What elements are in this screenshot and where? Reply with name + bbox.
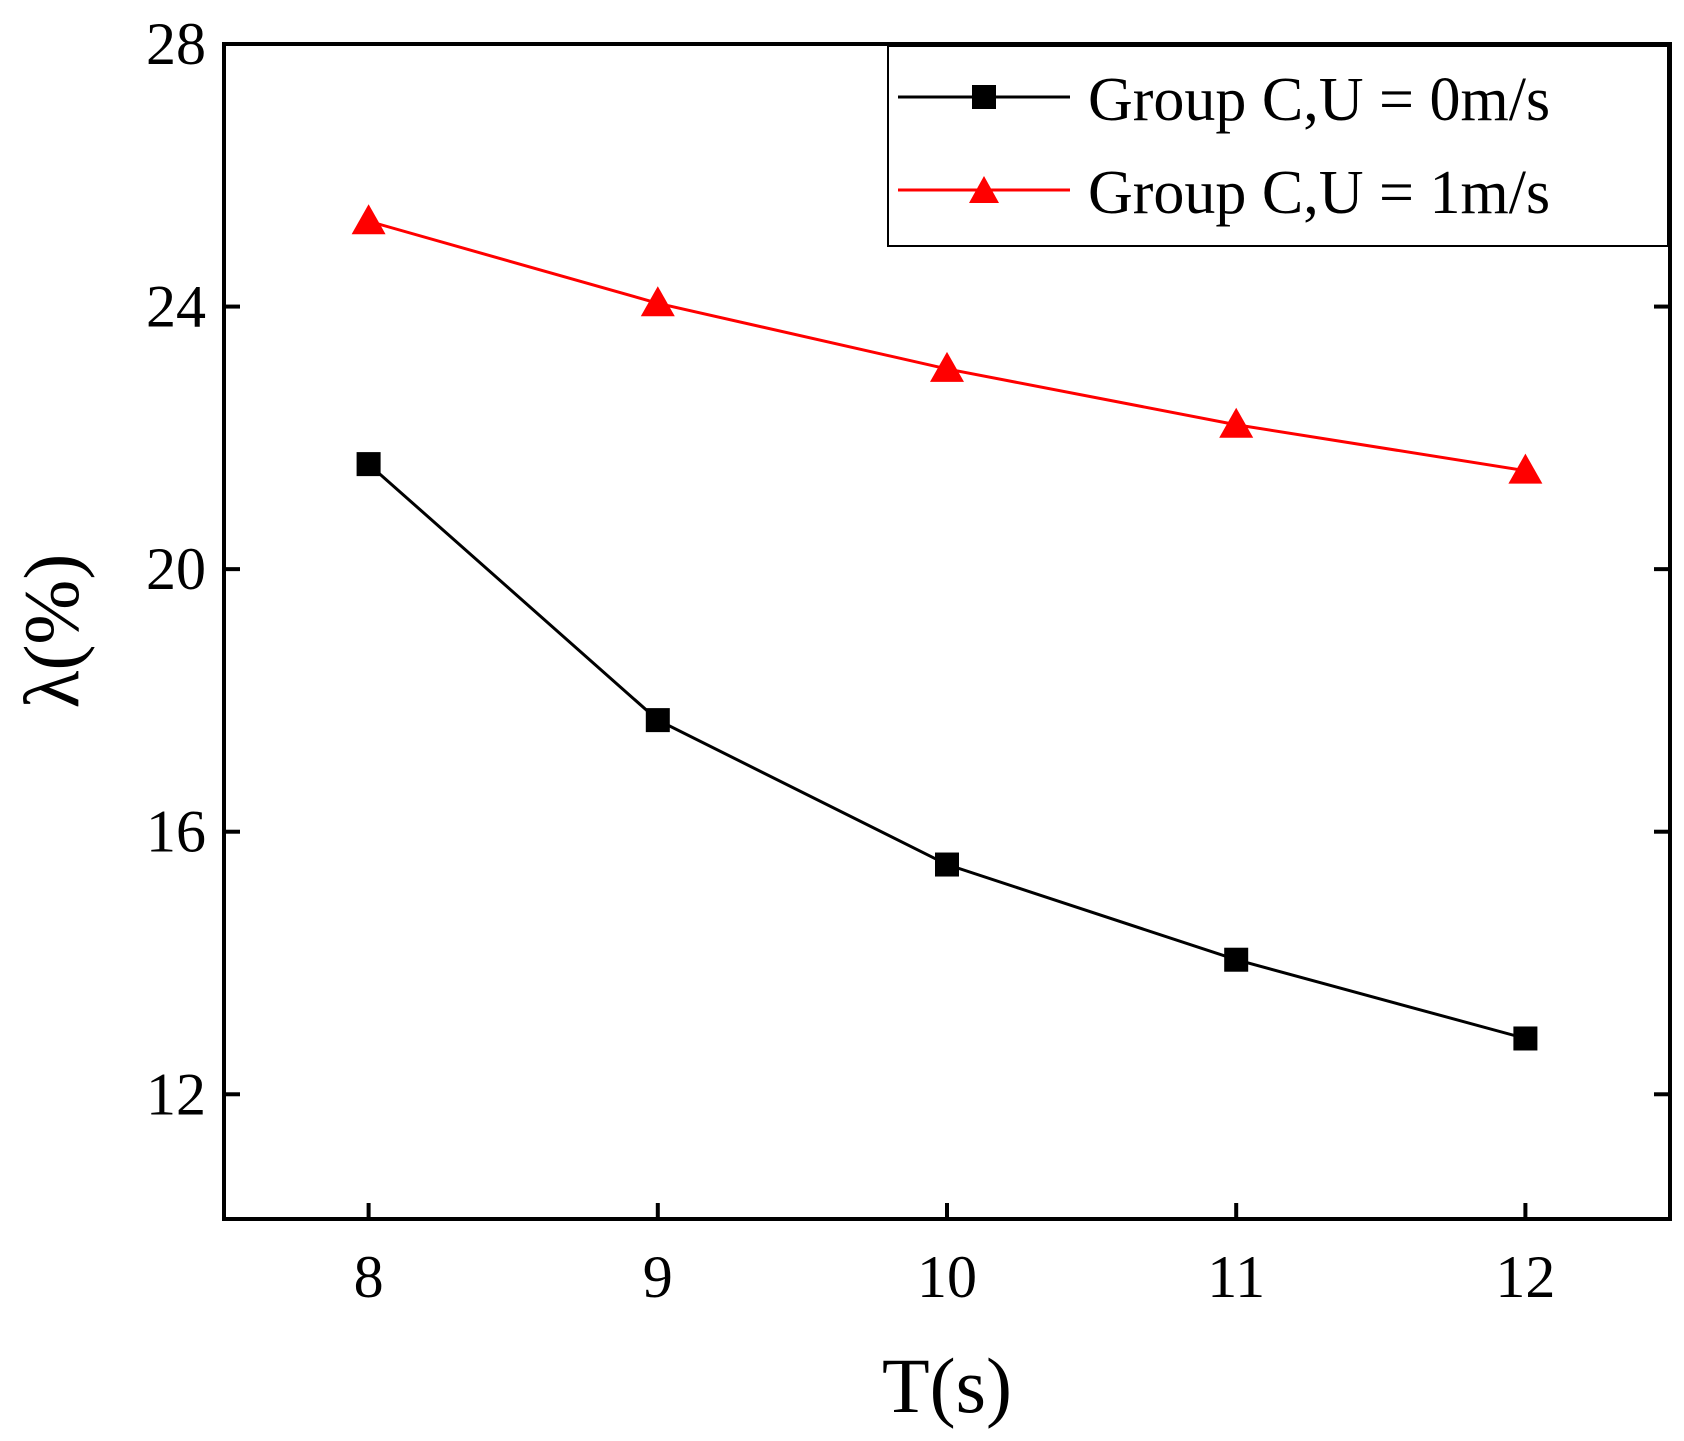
legend-label-series-0: Group C,U = 0m/s [1088, 66, 1550, 134]
y-tick-label: 24 [146, 274, 206, 340]
y-axis-title: λ(%) [8, 554, 95, 709]
x-tick-label: 8 [354, 1244, 384, 1310]
plot-frame [222, 42, 1672, 1221]
data-point-series-1 [930, 351, 964, 382]
data-point-series-1 [1508, 453, 1543, 484]
ticks-layer: 8 9 10 11 12 12 16 20 24 28 [146, 11, 1670, 1310]
data-point-series-0 [645, 708, 670, 733]
legend-entry-series-0: Group C,U = 0m/s [898, 66, 1550, 134]
y-tick-label: 20 [146, 536, 206, 602]
data-point-series-0 [935, 852, 959, 877]
legend-entry-series-1: Group C,U = 1m/s [898, 159, 1550, 227]
data-point-series-1 [351, 204, 386, 235]
data-point-series-0 [1513, 1026, 1538, 1051]
data-point-series-0 [1224, 947, 1249, 972]
y-tick-label: 12 [146, 1061, 206, 1127]
series-line-0 [367, 462, 1526, 1040]
y-tick-label: 28 [146, 11, 206, 77]
legend-label-series-1: Group C,U = 1m/s [1088, 159, 1550, 227]
y-tick-label: 16 [146, 799, 206, 865]
x-tick-label: 11 [1207, 1244, 1265, 1310]
x-axis-title: T(s) [882, 1342, 1012, 1429]
legend-marker-series-0 [972, 85, 996, 109]
data-point-series-1 [640, 286, 675, 317]
legend-box [887, 45, 1669, 247]
x-tick-label: 10 [917, 1244, 977, 1310]
legend-marker-series-1 [969, 176, 999, 203]
series-line-1 [368, 219, 1526, 473]
x-tick-label: 12 [1495, 1244, 1555, 1310]
data-point-series-0 [356, 452, 381, 477]
legend: Group C,U = 0m/s Group C,U = 1m/s [887, 45, 1669, 247]
series-layer [351, 204, 1543, 1051]
data-point-series-1 [1219, 407, 1254, 438]
x-tick-label: 9 [643, 1244, 673, 1310]
